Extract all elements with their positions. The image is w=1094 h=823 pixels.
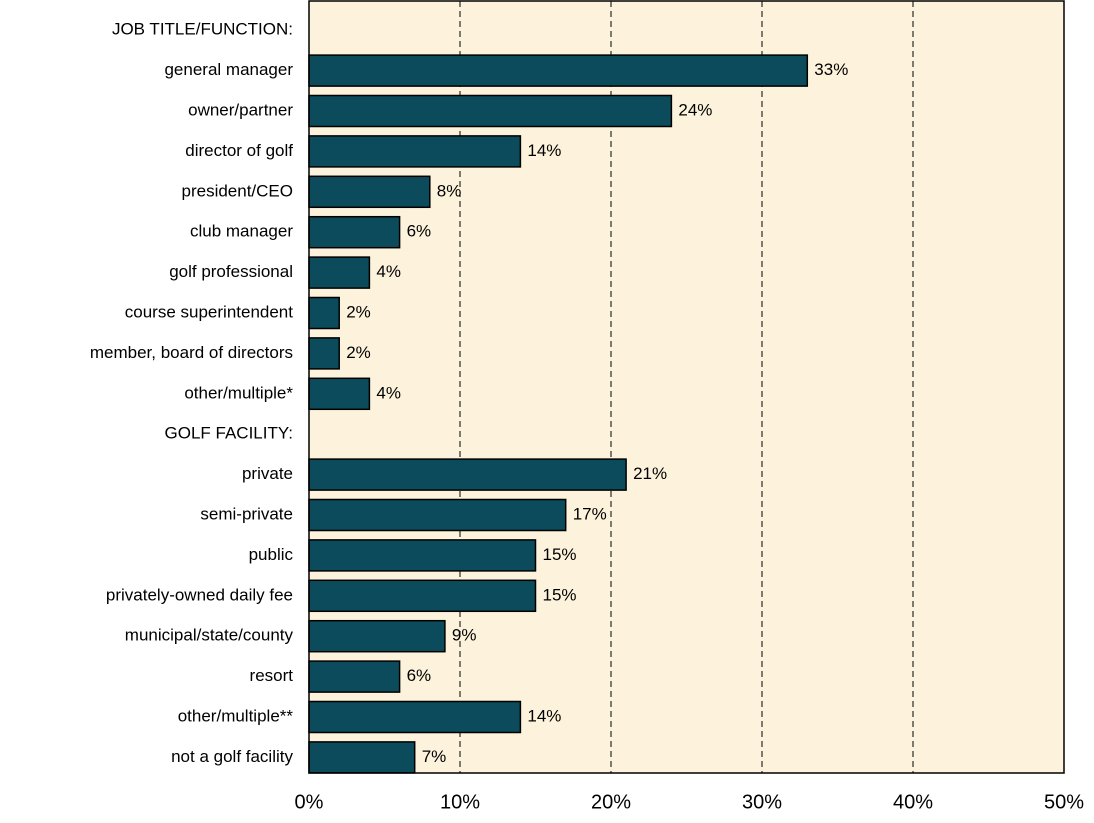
value-label: 21% <box>633 464 667 483</box>
category-label: semi-private <box>200 504 293 523</box>
value-label: 15% <box>543 545 577 564</box>
value-label: 14% <box>527 706 561 725</box>
plot-border <box>308 0 1065 774</box>
category-label: golf professional <box>169 262 293 281</box>
x-tick-label: 30% <box>742 791 782 813</box>
x-tick-label: 40% <box>893 791 933 813</box>
value-label: 15% <box>543 585 577 604</box>
bar <box>308 579 537 613</box>
bar <box>308 135 522 168</box>
bar <box>308 741 416 774</box>
value-label: 9% <box>452 626 477 645</box>
bar <box>308 458 627 491</box>
category-label: club manager <box>190 222 293 241</box>
value-label: 2% <box>346 302 371 321</box>
category-label: public <box>249 545 294 564</box>
value-label: 6% <box>407 666 432 685</box>
value-label: 4% <box>376 383 401 402</box>
value-label: 4% <box>376 262 401 281</box>
bar <box>308 175 431 209</box>
bar <box>308 539 537 572</box>
value-label: 14% <box>527 141 561 160</box>
value-label: 17% <box>573 504 607 523</box>
category-label: private <box>242 464 293 483</box>
value-label: 6% <box>407 222 432 241</box>
category-label: resort <box>250 666 294 685</box>
category-label: course superintendent <box>125 302 294 321</box>
value-label: 7% <box>422 747 447 766</box>
bar <box>308 619 446 653</box>
value-label: 24% <box>678 100 712 119</box>
bar <box>308 296 340 330</box>
category-label: general manager <box>164 60 293 79</box>
x-tick-label: 20% <box>591 791 631 813</box>
x-tick-label: 10% <box>440 791 480 813</box>
category-label: municipal/state/county <box>125 626 294 645</box>
category-label: privately-owned daily fee <box>106 585 293 604</box>
category-label: JOB TITLE/FUNCTION: <box>112 20 293 39</box>
x-tick-label: 50% <box>1044 791 1084 813</box>
category-label: president/CEO <box>182 181 294 200</box>
value-label: 33% <box>814 60 848 79</box>
x-tick-label: 0% <box>295 791 324 813</box>
bar <box>308 337 340 370</box>
bar <box>308 660 401 693</box>
category-label: director of golf <box>185 141 293 160</box>
bar <box>308 54 809 87</box>
bar <box>308 377 371 411</box>
bar <box>308 256 371 289</box>
bar <box>308 215 401 249</box>
bar <box>308 498 567 532</box>
category-label: owner/partner <box>188 100 293 119</box>
category-label: other/multiple** <box>178 706 294 725</box>
bar <box>308 94 673 128</box>
bar <box>308 700 522 734</box>
category-label: other/multiple* <box>184 383 293 402</box>
value-label: 8% <box>437 181 462 200</box>
value-label: 2% <box>346 343 371 362</box>
category-label: not a golf facility <box>171 747 293 766</box>
category-label: member, board of directors <box>90 343 293 362</box>
category-label: GOLF FACILITY: <box>165 424 293 443</box>
